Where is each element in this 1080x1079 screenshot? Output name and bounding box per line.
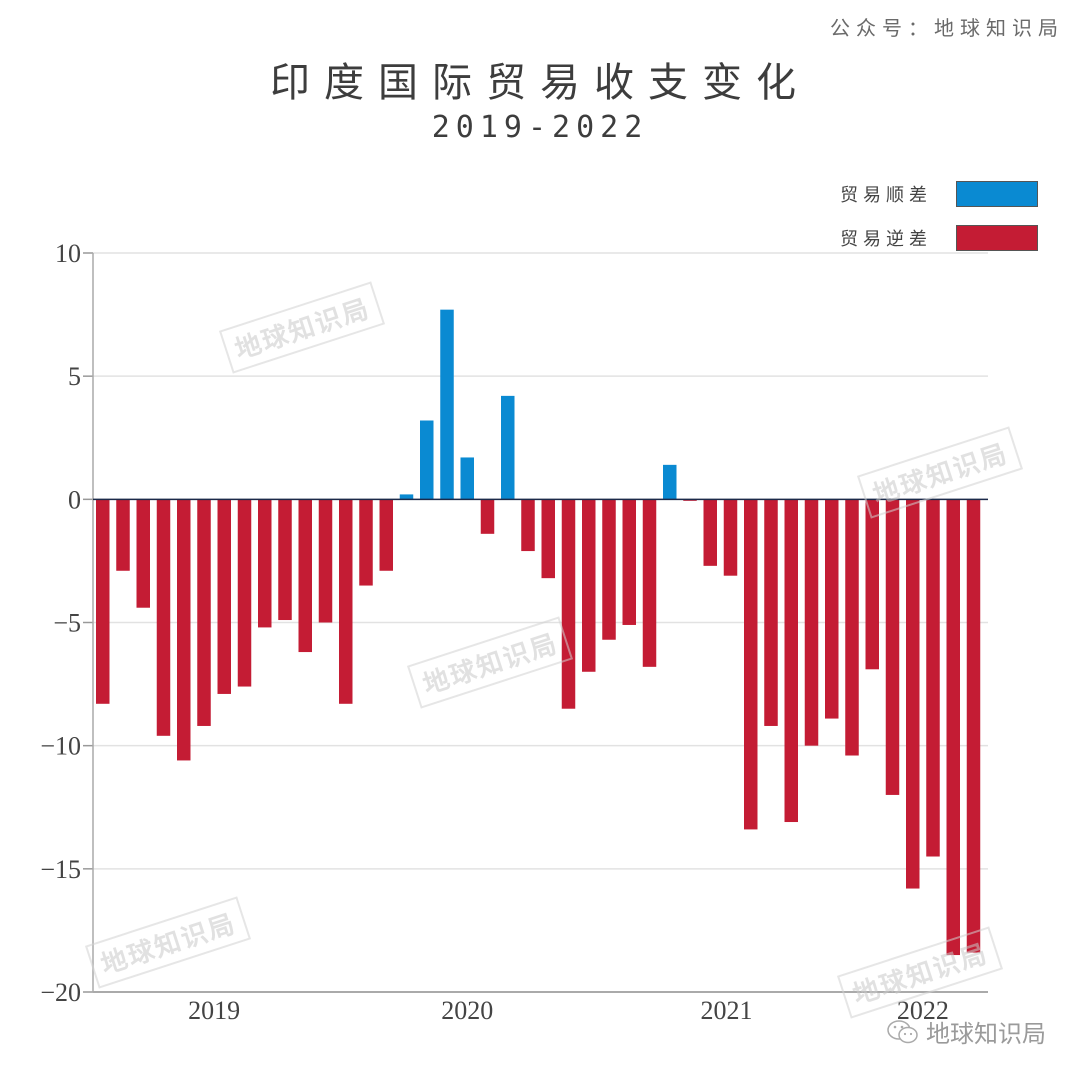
- y-tick-label: −10: [40, 732, 81, 761]
- bar-deficit: [197, 499, 211, 726]
- chart-subtitle: 2019-2022: [431, 110, 649, 145]
- bar-deficit: [764, 499, 778, 726]
- bar-surplus: [501, 395, 515, 500]
- bar-deficit: [298, 499, 312, 653]
- bar-deficit: [521, 499, 535, 552]
- bar-deficit: [602, 499, 616, 640]
- bar-deficit: [582, 499, 596, 672]
- bar-deficit: [561, 499, 576, 709]
- legend-label-surplus: 贸易顺差: [840, 185, 932, 206]
- bar-surplus: [420, 420, 434, 500]
- x-tick-label: 2022: [897, 996, 949, 1025]
- bar-deficit: [136, 499, 150, 608]
- bar-deficit: [177, 499, 191, 761]
- legend-item-deficit: 贸易逆差: [840, 224, 1038, 252]
- wechat-icon: [887, 1019, 918, 1043]
- bar-deficit: [926, 499, 940, 857]
- bar-deficit: [379, 499, 393, 571]
- bar-deficit: [825, 499, 839, 719]
- bar-deficit: [744, 499, 758, 830]
- bar-deficit: [217, 499, 231, 694]
- legend-label-deficit: 贸易逆差: [840, 229, 932, 250]
- bar-deficit: [237, 499, 252, 687]
- bar-deficit: [480, 499, 495, 534]
- legend: 贸易顺差 贸易逆差: [840, 180, 1038, 268]
- chart-title: 印度国际贸易收支变化: [270, 60, 810, 106]
- bar-deficit: [804, 499, 819, 746]
- bar-deficit: [156, 499, 171, 736]
- bar-deficit: [318, 499, 333, 623]
- bar-deficit: [865, 499, 879, 670]
- logo-text: 地球知识局: [926, 1020, 1046, 1048]
- bar-surplus: [663, 464, 677, 500]
- bar-deficit: [278, 499, 292, 621]
- bar-deficit: [96, 499, 110, 704]
- bar-deficit: [339, 499, 353, 704]
- bar-deficit: [116, 499, 130, 571]
- x-tick-label: 2021: [700, 996, 752, 1025]
- y-tick-label: 5: [68, 362, 81, 391]
- bar-surplus: [399, 494, 414, 500]
- bar-deficit: [946, 499, 960, 956]
- bar-deficit: [845, 499, 859, 756]
- legend-item-surplus: 贸易顺差: [840, 180, 1038, 208]
- bar-surplus: [440, 309, 454, 500]
- y-tick-label: −5: [53, 609, 81, 638]
- y-tick-label: −20: [40, 978, 81, 1007]
- bar-deficit: [642, 499, 657, 667]
- bar-deficit: [784, 499, 798, 823]
- bar-deficit: [541, 499, 555, 579]
- bar-surplus: [460, 457, 474, 500]
- bar-deficit: [359, 499, 373, 586]
- bar-deficit: [258, 499, 272, 628]
- y-tick-label: −15: [40, 855, 81, 884]
- x-tick-label: 2020: [441, 996, 493, 1025]
- bar-deficit: [723, 499, 738, 576]
- x-tick-label: 2019: [188, 996, 240, 1025]
- legend-swatch-surplus: [956, 181, 1038, 207]
- bar-deficit: [622, 499, 636, 625]
- y-tick-label: 10: [55, 239, 81, 268]
- bar-deficit: [906, 499, 920, 889]
- y-tick-label: 0: [68, 485, 81, 514]
- bar-deficit: [885, 499, 900, 795]
- source-credit: 公众号：地球知识局: [830, 16, 1064, 40]
- bar-deficit: [966, 499, 981, 953]
- legend-swatch-deficit: [956, 225, 1038, 251]
- bar-deficit: [703, 499, 717, 566]
- wechat-logo: 地球知识局: [886, 1014, 1046, 1049]
